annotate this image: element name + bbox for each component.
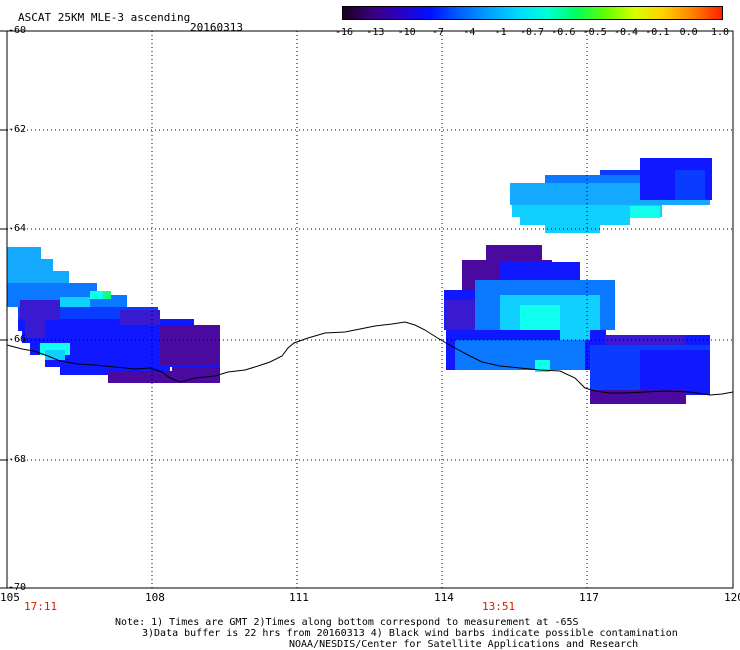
y-axis-label: -70 (8, 582, 27, 593)
swath-cell (20, 300, 60, 320)
colorbar-label: -0.6 (551, 27, 576, 38)
colorbar-label: -1 (494, 27, 507, 38)
x-axis-label: 105 (0, 591, 20, 604)
swath-cell (7, 283, 97, 295)
y-axis-label: -66 (8, 334, 27, 345)
swath-cell (560, 300, 590, 340)
colorbar-label: -13 (366, 27, 385, 38)
note-line-2: 3)Data buffer is 22 hrs from 20160313 4)… (142, 628, 678, 639)
colorbar-label: -0.4 (613, 27, 639, 38)
colorbar-label: 1.0 (710, 27, 730, 38)
swath-cell (25, 318, 45, 338)
x-axis-label: 114 (434, 591, 454, 604)
swath-cell (7, 247, 41, 259)
plot-frame (6, 30, 734, 589)
swath-cell (675, 170, 705, 200)
swath-cell (172, 367, 220, 381)
time-right: 13:51 (482, 600, 516, 613)
colorbar-label: -7 (431, 27, 445, 38)
wind-swaths (7, 158, 712, 404)
swath-cell (160, 325, 220, 365)
swath-cell (103, 291, 111, 299)
y-axis-label: -60 (8, 25, 27, 36)
map-title: ASCAT 25KM MLE-3 ascending (18, 11, 191, 24)
colorbar-label: -16 (334, 27, 354, 38)
colorbar (342, 6, 723, 20)
x-axis-label: 120 (724, 591, 740, 604)
y-axis-label: -64 (8, 223, 27, 234)
swath-cell (510, 195, 710, 205)
colorbar-label: 0.0 (679, 27, 698, 38)
swath-cell (640, 350, 710, 390)
colorbar-label: -10 (397, 27, 416, 38)
swath-cell (486, 245, 542, 261)
x-axis-label: 111 (289, 591, 309, 604)
swath-cell (545, 225, 600, 233)
swath-cell (630, 206, 660, 218)
swath-cell (120, 310, 160, 325)
swath-cell (7, 271, 69, 283)
coastline (6, 321, 734, 396)
x-axis-label: 108 (145, 591, 165, 604)
swath-cell (7, 259, 53, 271)
swath-cell (455, 340, 585, 370)
swath-cell (90, 291, 106, 299)
y-axis-label: -62 (8, 124, 27, 135)
swath-cell (605, 335, 685, 345)
colorbar-label: -0.5 (582, 27, 607, 38)
note-line-3: NOAA/NESDIS/Center for Satellite Applica… (289, 639, 639, 650)
note-line-1: Note: 1) Times are GMT 2)Times along bot… (115, 617, 579, 628)
swath-cell (535, 360, 550, 372)
time-left: 17:11 (24, 600, 58, 613)
x-axis-label: 117 (579, 591, 599, 604)
gridlines (0, 30, 733, 589)
swath-cell (520, 215, 630, 225)
colorbar-label: -0.7 (519, 27, 545, 38)
swath-cell (45, 350, 65, 360)
swath-cell (545, 175, 675, 185)
swath-cell (445, 300, 475, 330)
colorbar-label: -4 (463, 27, 476, 38)
y-axis-label: -68 (8, 454, 27, 465)
swath-cell (60, 297, 90, 307)
colorbar-label: -0.1 (645, 27, 670, 38)
